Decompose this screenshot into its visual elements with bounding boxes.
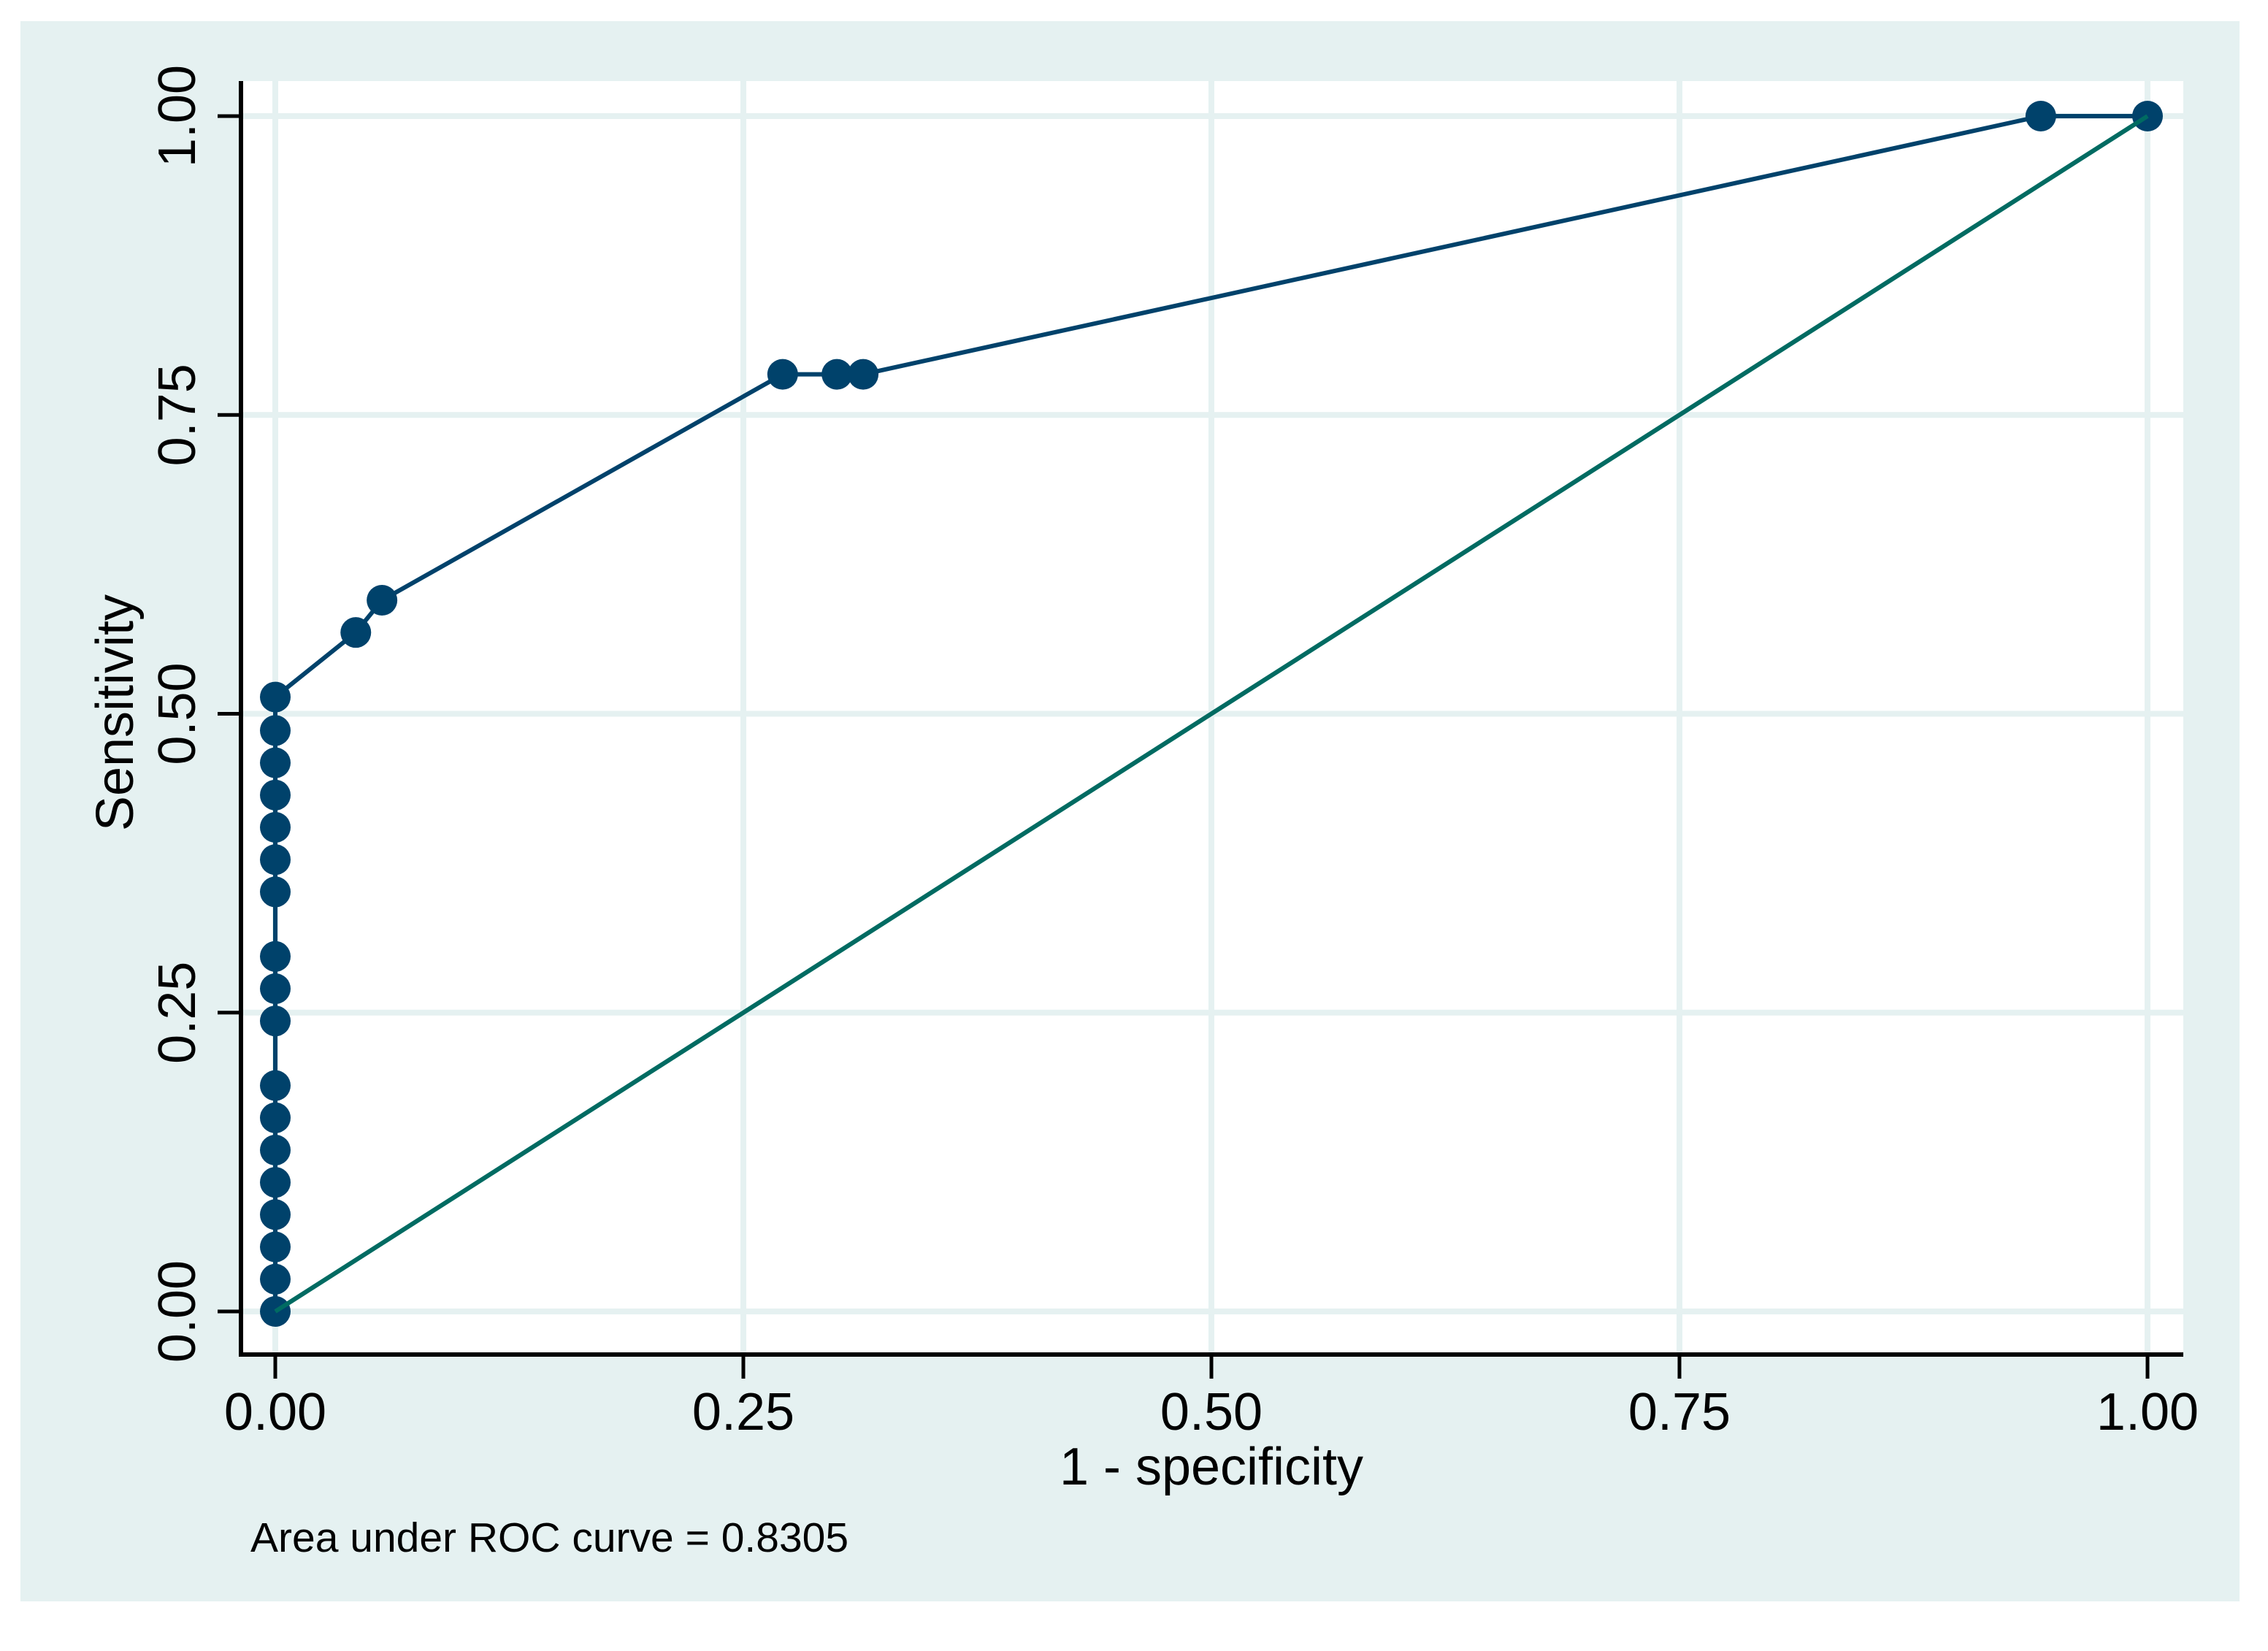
- x-axis-title: 1 - specificity: [1060, 1438, 1363, 1496]
- roc-point-marker: [260, 1135, 291, 1166]
- roc-point-marker: [260, 681, 291, 713]
- roc-point-marker: [260, 1199, 291, 1230]
- roc-point-marker: [260, 1167, 291, 1198]
- y-tick-label: 1.00: [148, 65, 207, 167]
- y-tick-label: 0.50: [148, 662, 207, 765]
- y-tick-label: 0.25: [148, 962, 207, 1064]
- roc-point-marker: [260, 1231, 291, 1263]
- auc-note: Area under ROC curve = 0.8305: [250, 1514, 848, 1561]
- y-tick-label: 0.75: [148, 364, 207, 466]
- roc-point-marker: [2025, 101, 2056, 131]
- x-tick-label: 0.25: [692, 1383, 794, 1441]
- y-tick-label: 0.00: [148, 1260, 207, 1363]
- roc-point-marker: [821, 359, 853, 390]
- roc-point-marker: [848, 359, 879, 390]
- x-tick-label: 0.00: [224, 1383, 326, 1441]
- roc-point-marker: [260, 715, 291, 746]
- roc-point-marker: [260, 747, 291, 778]
- roc-point-marker: [260, 1005, 291, 1037]
- roc-point-marker: [260, 779, 291, 811]
- roc-point-marker: [260, 812, 291, 843]
- x-tick-label: 0.75: [1628, 1383, 1731, 1441]
- roc-point-marker: [260, 1070, 291, 1101]
- reference-line-overlay: [274, 114, 2149, 1314]
- x-tick-label: 1.00: [2096, 1383, 2199, 1441]
- roc-point-marker: [260, 844, 291, 876]
- roc-point-marker: [260, 1263, 291, 1295]
- roc-point-marker: [260, 1102, 291, 1133]
- roc-point-marker: [260, 876, 291, 908]
- roc-point-marker: [260, 973, 291, 1005]
- reference-diagonal: [274, 114, 2149, 1314]
- roc-point-marker: [367, 584, 398, 616]
- roc-point-marker: [340, 617, 372, 648]
- roc-point-marker: [767, 359, 798, 390]
- y-axis-title: Sensitivity: [86, 594, 145, 831]
- axis-ticks: 0.00 0.25 0.50 0.75 1.00 0.00 0.25 0.50 0.75 1.00: [148, 65, 2199, 1441]
- x-tick-label: 0.50: [1160, 1383, 1263, 1441]
- roc-point-marker: [260, 941, 291, 972]
